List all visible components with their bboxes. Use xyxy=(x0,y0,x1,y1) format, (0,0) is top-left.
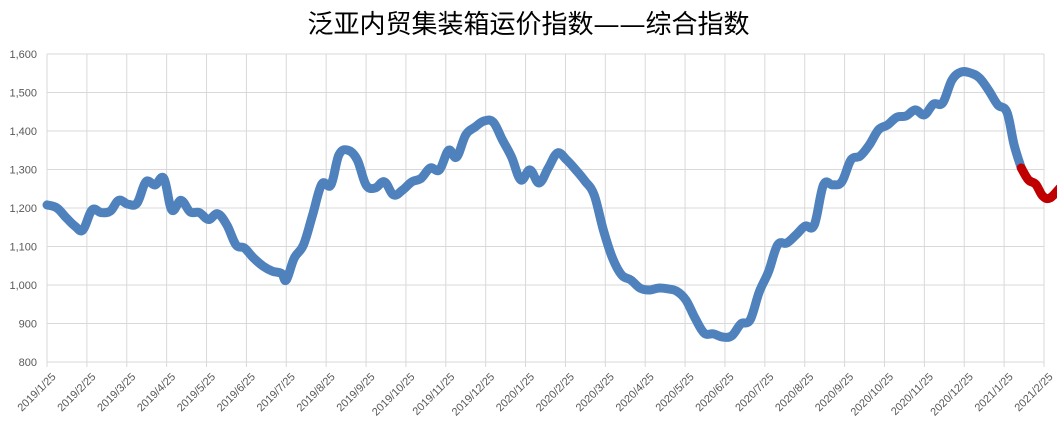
x-tick-label: 2020/12/25 xyxy=(928,371,975,418)
y-tick-label: 1,300 xyxy=(9,165,37,177)
x-tick-label: 2020/6/25 xyxy=(693,371,736,414)
chart-title: 泛亚内贸集装箱运价指数——综合指数 xyxy=(307,10,750,40)
recent-index-line xyxy=(1016,163,1057,204)
x-tick-label: 2020/2/25 xyxy=(534,371,577,414)
y-tick-label: 1,400 xyxy=(9,126,37,138)
x-tick-label: 2020/3/25 xyxy=(574,371,617,414)
x-tick-label: 2019/3/25 xyxy=(95,371,138,414)
y-tick-label: 800 xyxy=(19,357,37,369)
x-tick-label: 2019/10/25 xyxy=(370,371,417,418)
y-tick-label: 1,600 xyxy=(9,49,37,61)
x-tick-label: 2020/8/25 xyxy=(773,371,816,414)
x-tick-label: 2019/5/25 xyxy=(175,371,218,414)
x-tick-label: 2019/4/25 xyxy=(135,371,178,414)
x-tick-label: 2021/2/25 xyxy=(1012,371,1055,414)
x-tick-label: 2020/1/25 xyxy=(494,371,537,414)
y-tick-label: 1,500 xyxy=(9,88,37,100)
x-tick-label: 2019/6/25 xyxy=(215,371,258,414)
y-tick-label: 1,200 xyxy=(9,203,37,215)
y-tick-label: 1,100 xyxy=(9,242,37,254)
x-tick-label: 2020/7/25 xyxy=(733,371,776,414)
x-tick-label: 2019/7/25 xyxy=(255,371,298,414)
x-axis: 2019/1/252019/2/252019/3/252019/4/252019… xyxy=(15,371,1055,418)
x-tick-label: 2020/10/25 xyxy=(849,371,896,418)
x-tick-label: 2019/12/25 xyxy=(450,371,497,418)
y-tick-label: 900 xyxy=(19,319,37,331)
x-tick-label: 2019/1/25 xyxy=(15,371,58,414)
x-tick-label: 2019/2/25 xyxy=(55,371,98,414)
y-axis: 800 900 1,000 1,100 1,200 1,300 1,400 1,500 1,60… xyxy=(9,49,37,369)
data-series xyxy=(42,66,1057,342)
x-tick-label: 2020/5/25 xyxy=(654,371,697,414)
x-tick-label: 2019/8/25 xyxy=(295,371,338,414)
x-tick-label: 2021/1/25 xyxy=(973,371,1016,414)
y-tick-label: 1,000 xyxy=(9,280,37,292)
x-tick-label: 2020/4/25 xyxy=(614,371,657,414)
index-line xyxy=(42,66,1026,342)
